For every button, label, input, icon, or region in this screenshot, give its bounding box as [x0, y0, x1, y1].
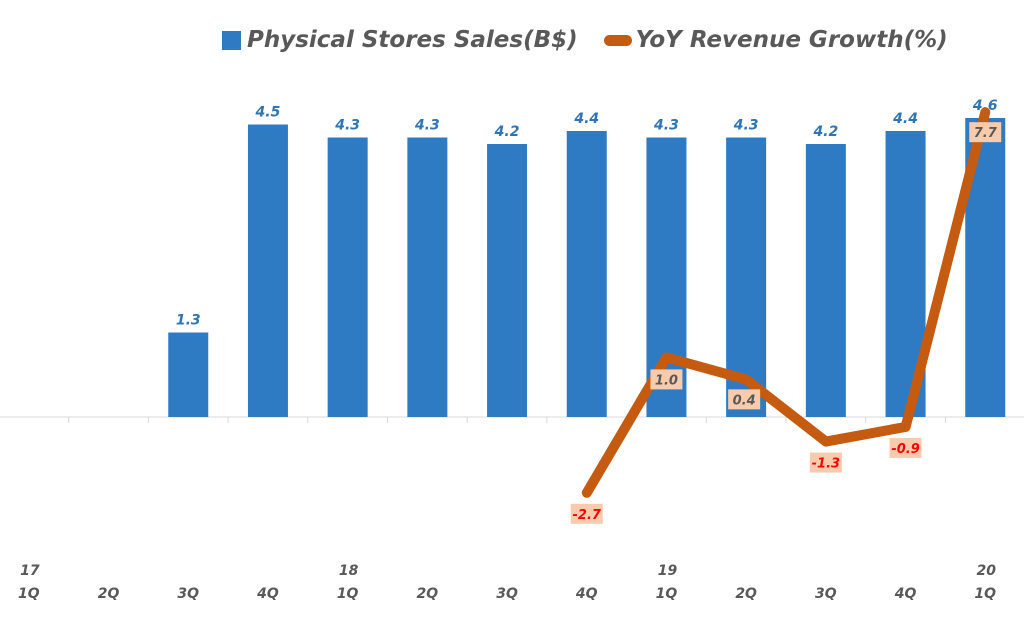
bar-data-label: 4.4 — [892, 111, 918, 127]
legend-item-growth: YoY Revenue Growth(%) — [603, 27, 948, 53]
legend-swatch-line — [603, 34, 632, 46]
bar-data-label: 4.3 — [334, 118, 360, 134]
x-tick-label: 4Q — [575, 586, 598, 602]
bar-data-label: 4.6 — [972, 98, 998, 114]
bar-data-label: 4.2 — [812, 124, 838, 140]
bar — [805, 144, 846, 417]
x-year-label: 17 — [20, 563, 40, 579]
line-data-label: -2.7 — [573, 508, 602, 523]
bar — [168, 332, 209, 417]
x-tick-label: 2Q — [417, 586, 439, 602]
x-year-label: 19 — [658, 563, 678, 579]
bar — [566, 131, 607, 417]
bar-data-label: 4.3 — [653, 118, 679, 134]
line-data-label: -1.3 — [812, 457, 840, 472]
line-data-label-box — [570, 503, 603, 524]
bar — [726, 137, 767, 417]
line-data-label-box — [728, 389, 761, 410]
x-tick-label: 2Q — [98, 586, 120, 602]
x-year-label: 18 — [339, 563, 359, 579]
line-data-label-box — [889, 437, 922, 458]
line-data-label: 1.0 — [655, 373, 678, 388]
legend-label-growth: YoY Revenue Growth(%) — [635, 27, 948, 53]
line-data-label-box — [969, 122, 1002, 143]
bar-data-label: 1.3 — [176, 313, 201, 329]
bar-data-label: 4.3 — [414, 118, 440, 134]
bar-data-label: 4.3 — [733, 118, 759, 134]
legend-item-sales: Physical Stores Sales(B$) — [222, 27, 578, 53]
bar-data-label: 4.4 — [573, 111, 599, 127]
bar — [487, 144, 528, 417]
bar — [407, 137, 448, 417]
x-tick-label: 1Q — [18, 586, 40, 602]
x-tick-label: 3Q — [177, 586, 199, 602]
legend-label-sales: Physical Stores Sales(B$) — [247, 27, 578, 53]
x-tick-label: 4Q — [894, 586, 917, 602]
x-tick-label: 1Q — [337, 586, 359, 602]
bar-data-label: 4.5 — [255, 105, 281, 121]
line-data-label-box — [809, 452, 842, 473]
line-data-label: -0.9 — [891, 442, 919, 457]
line-data-label: 7.7 — [974, 126, 998, 141]
line-data-label-box — [650, 369, 683, 390]
x-tick-label: 3Q — [496, 586, 518, 602]
legend: Physical Stores Sales(B$) YoY Revenue Gr… — [222, 22, 974, 58]
x-year-label: 20 — [977, 563, 997, 579]
bar — [247, 124, 288, 417]
x-tick-label: 3Q — [815, 586, 837, 602]
x-tick-label: 1Q — [974, 586, 996, 602]
bar-data-label: 4.2 — [494, 124, 520, 140]
line-data-label: 0.4 — [733, 393, 756, 408]
bar — [327, 137, 368, 417]
x-tick-label: 1Q — [656, 586, 678, 602]
legend-swatch-bar — [222, 30, 241, 50]
x-tick-label: 4Q — [256, 586, 279, 602]
x-tick-label: 2Q — [735, 586, 757, 602]
